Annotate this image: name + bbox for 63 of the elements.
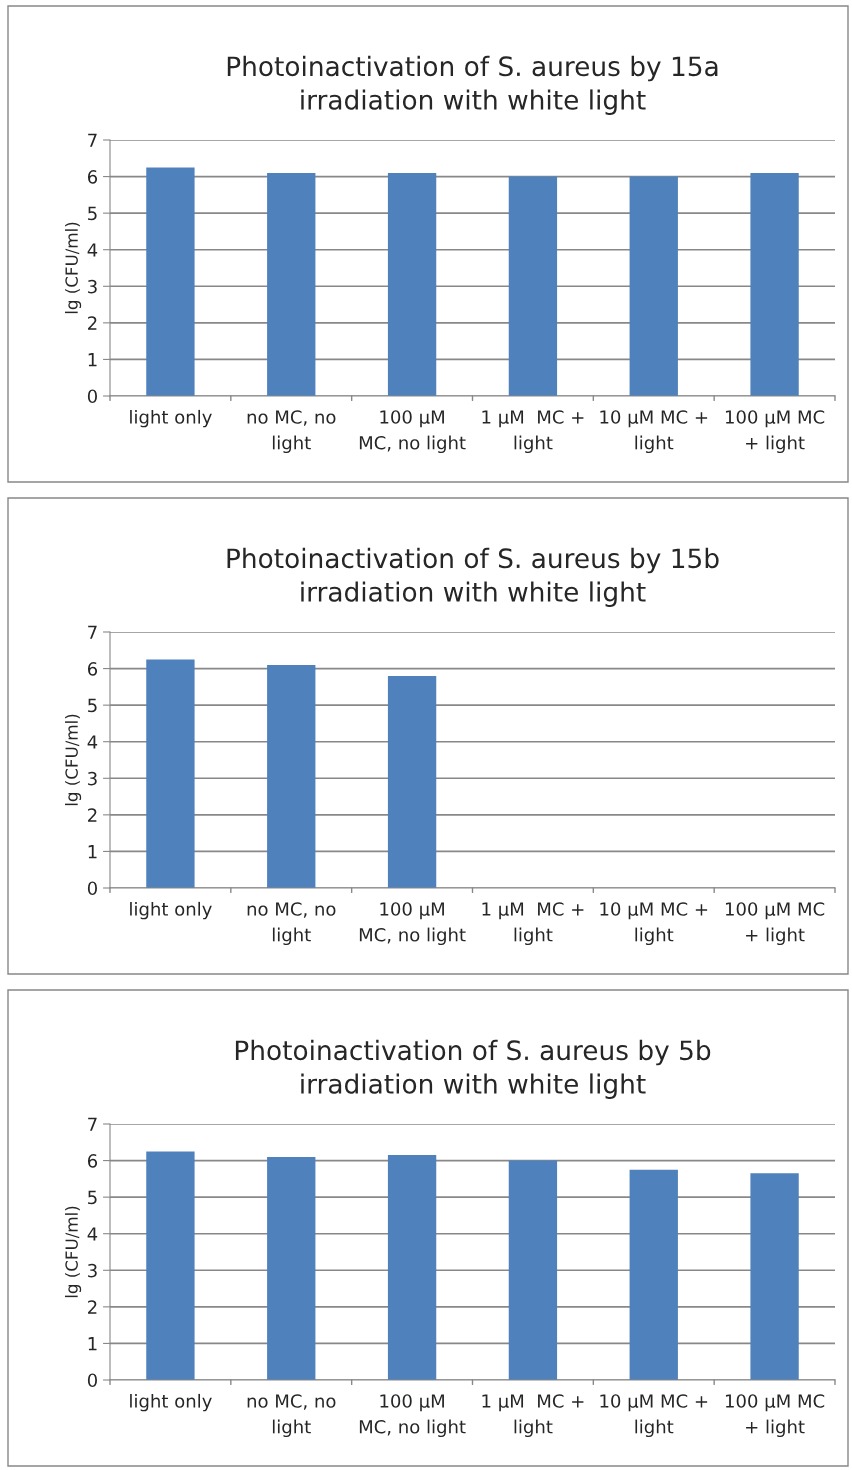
y-tick-label: 4 bbox=[87, 735, 98, 749]
x-tick-label: no MC, no light bbox=[247, 902, 336, 946]
x-tick-label: light only bbox=[130, 409, 212, 428]
x-tick-label: light only bbox=[130, 1393, 212, 1412]
y-axis-title: lg (CFU/ml) bbox=[65, 714, 82, 806]
x-tick-label: 1 µM MC + light bbox=[482, 410, 584, 454]
y-tick-label: 1 bbox=[88, 353, 97, 367]
y-tick-label: 1 bbox=[88, 845, 97, 859]
chart-title: Photoinactivation of S. aureus by 15b irradiation with white light bbox=[227, 547, 719, 607]
y-tick-label: 3 bbox=[88, 279, 97, 294]
y-tick-label: 0 bbox=[87, 1373, 97, 1388]
y-tick-label: 1 bbox=[88, 1337, 97, 1351]
y-tick-label: 5 bbox=[88, 1190, 97, 1205]
y-tick-label: 5 bbox=[88, 206, 97, 221]
x-tick-label: 10 µM MC + light bbox=[600, 410, 708, 454]
y-tick-label: 6 bbox=[87, 170, 98, 184]
bar bbox=[629, 176, 678, 396]
y-tick-label: 3 bbox=[88, 771, 97, 786]
y-tick-label: 6 bbox=[87, 662, 98, 676]
y-tick-label: 0 bbox=[87, 881, 97, 896]
bar bbox=[750, 172, 799, 396]
bar bbox=[508, 176, 558, 396]
bar bbox=[146, 167, 195, 396]
y-tick-label: 5 bbox=[88, 698, 97, 713]
bar bbox=[750, 1173, 799, 1380]
bar bbox=[267, 664, 316, 888]
bar bbox=[387, 675, 437, 888]
x-tick-label: 1 µM MC + light bbox=[482, 1394, 584, 1438]
x-tick-label: 100 µM MC + light bbox=[725, 902, 825, 946]
y-tick-label: 4 bbox=[87, 1227, 98, 1241]
y-tick-label: 6 bbox=[87, 1154, 98, 1168]
x-tick-label: no MC, no light bbox=[247, 1394, 336, 1438]
bar bbox=[387, 1155, 437, 1380]
y-tick-label: 2 bbox=[88, 316, 97, 330]
x-tick-label: 100 µM MC + light bbox=[725, 410, 825, 454]
bar bbox=[508, 1160, 558, 1380]
y-tick-label: 7 bbox=[88, 625, 97, 639]
chart-title: Photoinactivation of S. aureus by 5b irradiation with white light bbox=[235, 1039, 711, 1099]
bar bbox=[267, 1156, 316, 1380]
y-tick-label: 2 bbox=[88, 1300, 97, 1314]
x-tick-label: 100 µM MC + light bbox=[725, 1394, 825, 1438]
x-tick-label: 100 µM MC, no light bbox=[359, 410, 466, 454]
bar bbox=[267, 172, 316, 396]
bar bbox=[387, 172, 437, 396]
y-tick-label: 4 bbox=[87, 243, 98, 257]
x-tick-label: 10 µM MC + light bbox=[600, 1394, 708, 1438]
y-tick-label: 7 bbox=[88, 133, 97, 147]
x-tick-label: 100 µM MC, no light bbox=[359, 1394, 466, 1438]
x-tick-label: 100 µM MC, no light bbox=[359, 902, 466, 946]
x-tick-label: no MC, no light bbox=[247, 410, 336, 454]
bar bbox=[146, 1151, 195, 1380]
y-tick-label: 7 bbox=[88, 1117, 97, 1131]
x-tick-label: 10 µM MC + light bbox=[600, 902, 708, 946]
bar bbox=[629, 1169, 678, 1380]
x-tick-label: 1 µM MC + light bbox=[482, 902, 584, 946]
bar bbox=[146, 659, 195, 888]
y-axis-title: lg (CFU/ml) bbox=[65, 1206, 82, 1298]
x-tick-label: light only bbox=[130, 901, 212, 920]
y-tick-label: 2 bbox=[88, 808, 97, 822]
chart-title: Photoinactivation of S. aureus by 15a irradiation with white light bbox=[227, 55, 718, 115]
y-tick-label: 0 bbox=[87, 389, 97, 404]
y-tick-label: 3 bbox=[88, 1263, 97, 1278]
y-axis-title: lg (CFU/ml) bbox=[65, 222, 82, 314]
